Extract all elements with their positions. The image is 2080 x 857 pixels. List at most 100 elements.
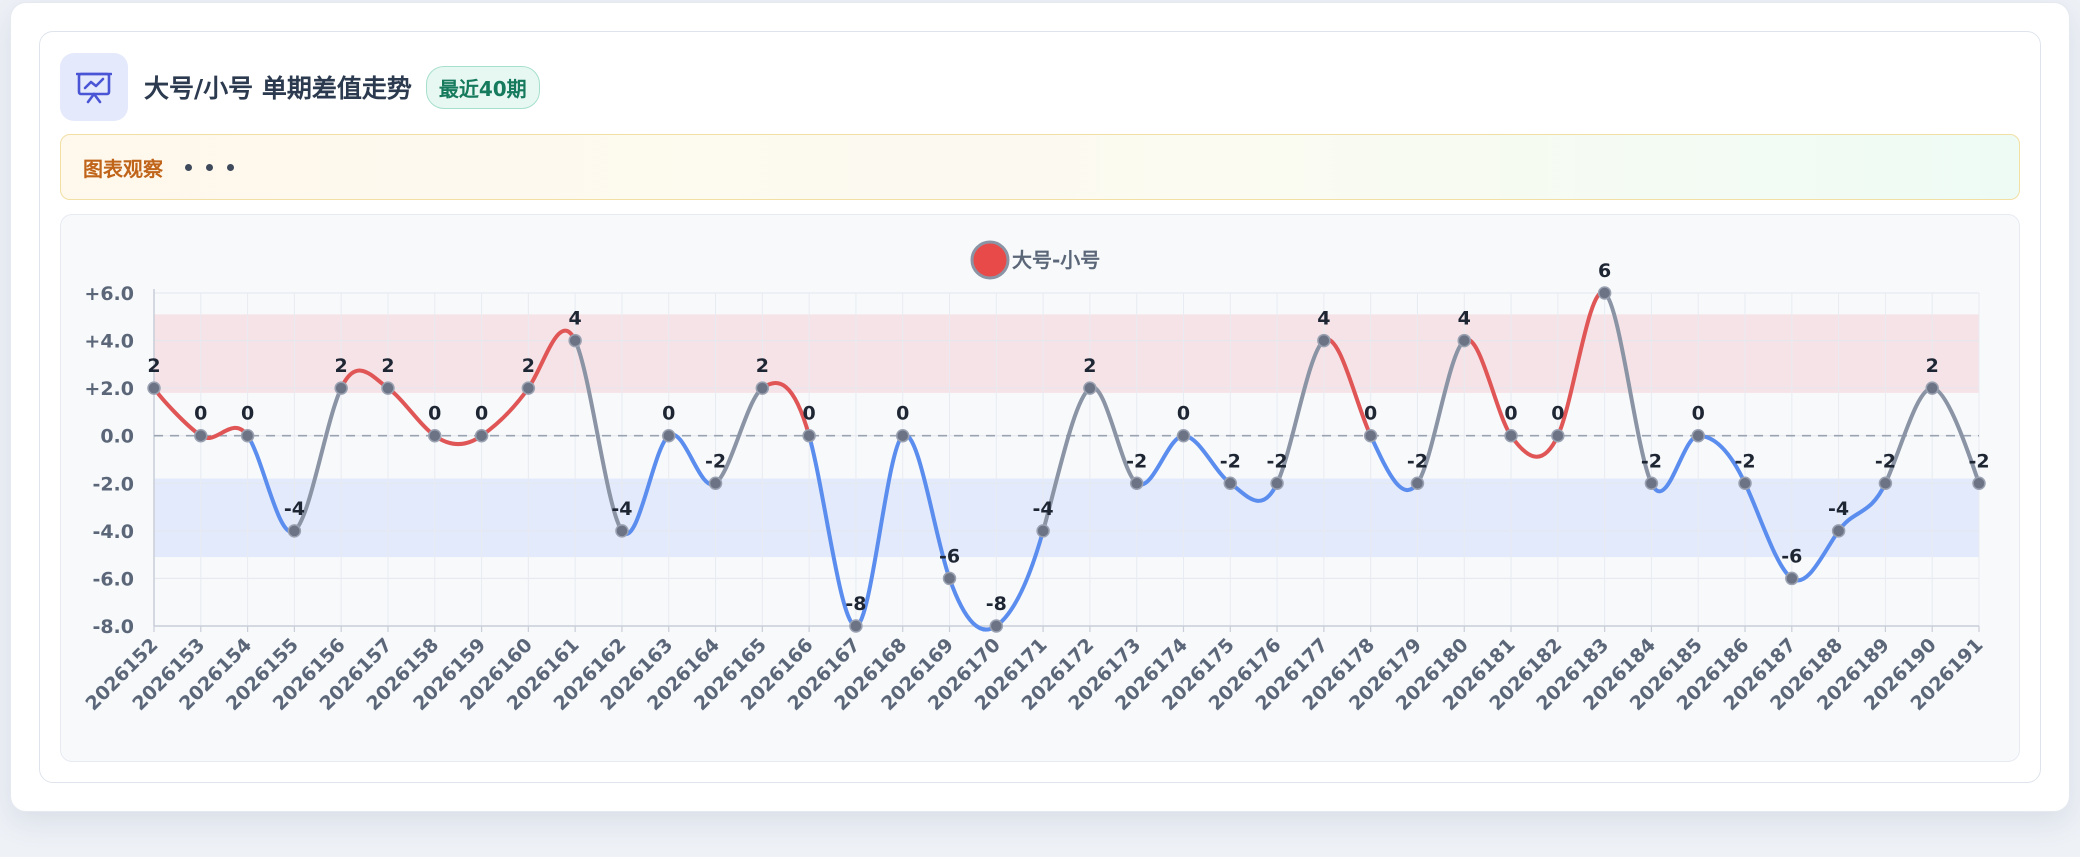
data-label: -2 [1407,450,1428,472]
series-line-segment [479,386,531,438]
data-point [240,428,255,443]
data-point [1972,476,1986,491]
legend-marker [970,240,1010,280]
series-line-segment [1743,481,1794,581]
chart-title: 大号/小号 单期差值走势 [144,74,412,103]
data-point [1878,476,1893,491]
data-point [849,619,863,633]
series-line-segment [1836,481,1888,533]
data-label: 2 [1926,355,1939,377]
data-label: 2 [381,355,394,377]
data-label: 0 [1692,403,1705,425]
data-point [334,381,348,395]
y-tick-label: +6.0 [84,283,134,305]
y-tick-label: +2.0 [84,378,134,400]
data-point [802,428,816,443]
y-tick-label: -6.0 [92,568,134,590]
data-point [474,428,489,443]
data-label: -4 [1828,498,1849,520]
data-label: -2 [1126,450,1147,472]
data-point [1083,381,1097,395]
data-label: -2 [1267,450,1288,472]
series-line-segment [1275,338,1326,486]
data-point [1363,428,1378,443]
negative-band [154,478,1979,558]
data-point [755,381,770,395]
data-label: 6 [1598,260,1611,282]
data-point [989,619,1004,633]
series-line-segment [1509,433,1560,459]
data-label: 2 [147,355,160,377]
data-point [1551,428,1565,443]
y-tick-label: +4.0 [84,331,134,353]
data-label: -6 [939,545,960,567]
data-point [521,381,536,395]
data-point [1036,524,1050,538]
chart-header: 大号/小号 单期差值走势 最近40期 [60,52,540,122]
data-label: 4 [1458,308,1471,330]
observation-label: 图表观察 [83,156,163,181]
data-point [1831,524,1846,538]
data-point [615,524,629,538]
data-point [1457,333,1472,348]
data-label: 4 [569,308,582,330]
data-point [428,428,442,443]
data-point [1644,476,1659,491]
data-point [381,381,395,395]
data-point [1925,381,1939,395]
data-label: -4 [284,498,305,520]
series-line-segment [1602,291,1654,486]
data-label: 0 [475,403,488,425]
positive-band [154,314,1979,393]
data-point [287,524,302,538]
data-label: 0 [896,403,909,425]
more-dots-icon[interactable] [185,163,234,171]
series-line-segment [1415,338,1467,486]
data-point [1738,476,1752,491]
observation-bar[interactable]: 图表观察 [60,134,2020,200]
data-label: 0 [241,403,254,425]
data-label: 0 [1551,403,1564,425]
data-label: 2 [335,355,348,377]
period-badge: 最近40期 [425,65,540,109]
presentation-chart-icon [60,53,128,121]
data-point [1691,428,1705,443]
data-point [1270,476,1284,491]
data-label: -2 [1968,450,1989,472]
data-point [1785,571,1799,586]
data-label: 0 [803,403,816,425]
data-label: 2 [522,355,535,377]
data-label: 0 [428,403,441,425]
data-label: -8 [845,593,866,615]
series-line-segment [432,433,484,447]
series-line-segment [853,433,905,628]
legend-label: 大号-小号 [1012,248,1100,272]
data-label: -8 [986,593,1007,615]
series-line-segment [526,328,578,391]
data-point [1504,428,1518,443]
data-point [1129,476,1144,491]
y-tick-label: -4.0 [92,521,134,543]
data-label: -2 [705,450,726,472]
data-point [147,381,161,395]
series-line-segment [1041,386,1092,533]
data-label: 0 [662,403,675,425]
data-point [194,428,208,443]
data-label: 2 [1083,355,1096,377]
y-tick-label: 0.0 [100,426,134,448]
data-label: -2 [1220,450,1241,472]
data-point [568,333,582,348]
series-line-segment [1368,433,1420,492]
data-label: -2 [1734,450,1755,472]
series-line-segment [573,338,624,533]
data-label: -4 [611,498,632,520]
series-line-segment [807,433,858,628]
data-label: -2 [1875,450,1896,472]
chart-area: +6.0 +4.0 +2.0 0.0 -2.0 -4.0 -6.0 -8.0 2026152 20… [60,214,2020,762]
data-point [1176,428,1191,443]
data-label: -6 [1781,545,1802,567]
data-point [1317,333,1331,348]
data-label: 0 [194,403,207,425]
line-chart: +6.0+4.0+2.00.0-2.0-4.0-6.0-8.0202615220… [82,240,1990,715]
data-label: 0 [1177,403,1190,425]
